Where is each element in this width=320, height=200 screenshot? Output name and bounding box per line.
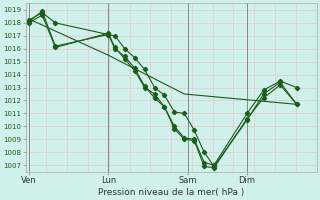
X-axis label: Pression niveau de la mer( hPa ): Pression niveau de la mer( hPa ): [98, 188, 244, 197]
